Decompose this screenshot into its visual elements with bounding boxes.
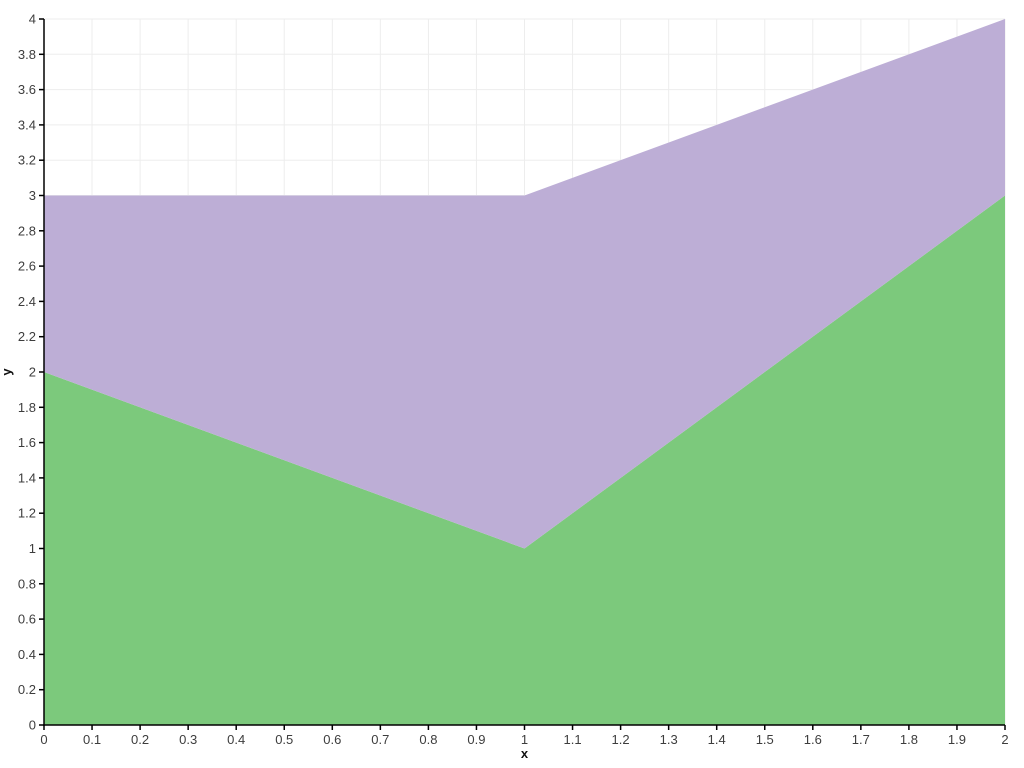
x-tick-label: 0.5 <box>275 732 293 747</box>
y-tick-label: 3.4 <box>18 117 36 132</box>
x-tick-label: 0.6 <box>323 732 341 747</box>
y-tick-label: 0.2 <box>18 682 36 697</box>
x-tick-label: 2 <box>1001 732 1008 747</box>
x-tick-label: 1.2 <box>612 732 630 747</box>
x-tick-label: 1.5 <box>756 732 774 747</box>
x-tick-label: 1.1 <box>564 732 582 747</box>
x-tick-label: 0.1 <box>83 732 101 747</box>
x-tick-label: 0.9 <box>467 732 485 747</box>
x-tick-label: 1.3 <box>660 732 678 747</box>
x-axis-title: x <box>521 746 529 761</box>
green-area <box>44 195 1005 725</box>
y-tick-label: 1 <box>29 541 36 556</box>
x-tick-label: 1.9 <box>948 732 966 747</box>
y-tick-label: 0.8 <box>18 576 36 591</box>
x-tick-label: 0.7 <box>371 732 389 747</box>
y-tick-label: 3 <box>29 188 36 203</box>
y-tick-label: 2.4 <box>18 294 36 309</box>
y-axis-title: y <box>0 368 14 376</box>
y-tick-label: 3.8 <box>18 47 36 62</box>
y-tick-label: 0 <box>29 718 36 733</box>
y-tick-label: 3.6 <box>18 82 36 97</box>
x-tick-label: 1.8 <box>900 732 918 747</box>
x-tick-label: 0.2 <box>131 732 149 747</box>
y-tick-label: 1.4 <box>18 470 36 485</box>
tick-labels: 0 0.1 0.2 0.3 0.4 0.5 0.6 0.7 0.8 0.9 1 1.1 1.2 1.3 1.… <box>18 12 1009 748</box>
x-tick-label: 1.7 <box>852 732 870 747</box>
y-tick-label: 3.2 <box>18 153 36 168</box>
areas <box>44 19 1005 725</box>
y-tick-label: 1.8 <box>18 400 36 415</box>
y-tick-label: 0.6 <box>18 612 36 627</box>
x-tick-label: 0.4 <box>227 732 245 747</box>
y-tick-label: 2 <box>29 365 36 380</box>
axis-ticks <box>39 18 1006 730</box>
x-tick-label: 0.8 <box>419 732 437 747</box>
purple-band <box>44 19 1005 549</box>
y-tick-label: 0.4 <box>18 647 36 662</box>
y-tick-label: 4 <box>29 12 36 27</box>
y-tick-label: 1.2 <box>18 506 36 521</box>
x-tick-label: 0 <box>40 732 47 747</box>
x-tick-label: 1.6 <box>804 732 822 747</box>
x-tick-label: 0.3 <box>179 732 197 747</box>
y-tick-label: 2.6 <box>18 259 36 274</box>
y-tick-label: 1.6 <box>18 435 36 450</box>
x-tick-label: 1 <box>521 732 528 747</box>
y-tick-label: 2.2 <box>18 329 36 344</box>
y-tick-label: 2.8 <box>18 223 36 238</box>
x-tick-label: 1.4 <box>708 732 726 747</box>
